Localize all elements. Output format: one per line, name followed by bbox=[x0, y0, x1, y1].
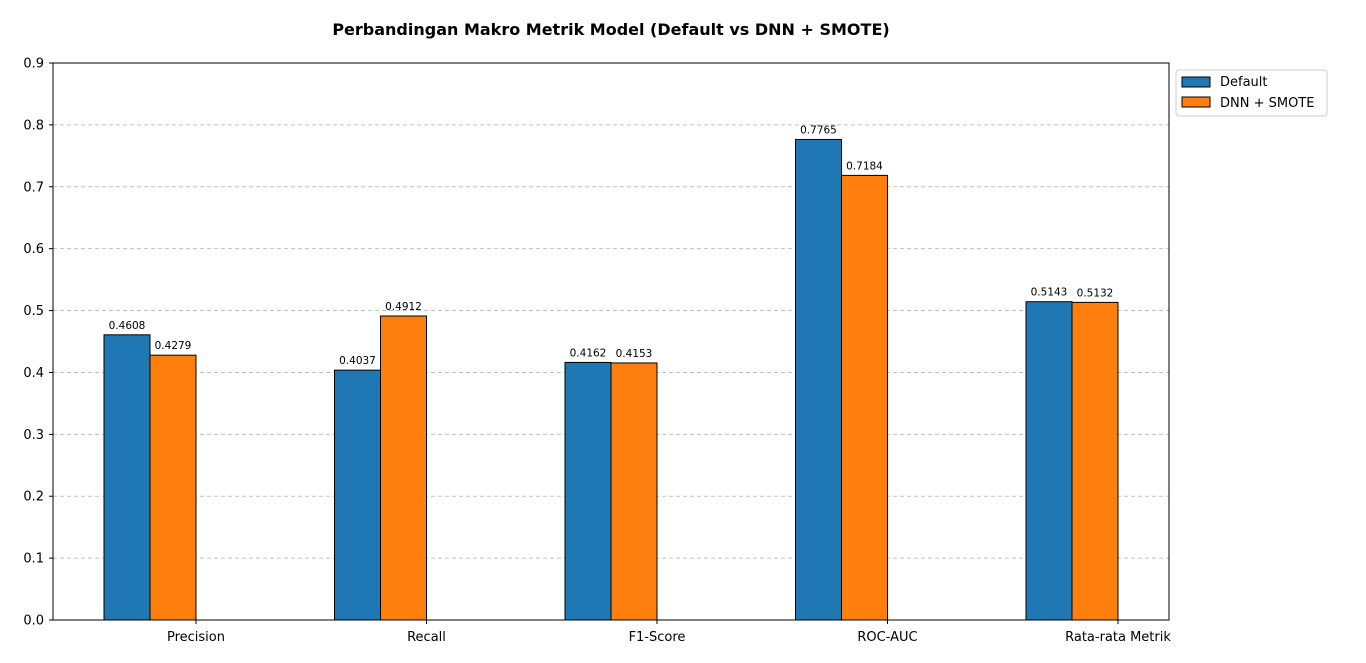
data-labels: 0.4608 0.4279 0.4037 0.4912 0.4162 0.4153 0.77… bbox=[109, 124, 1114, 367]
y-tick-label: 0.8 bbox=[23, 118, 44, 133]
x-tick-label: Precision bbox=[167, 630, 225, 645]
bar bbox=[564, 361, 612, 621]
bar bbox=[841, 174, 888, 621]
y-tick-label: 0.3 bbox=[23, 428, 44, 443]
x-tick-label: ROC-AUC bbox=[857, 630, 917, 645]
data-label: 0.4037 bbox=[339, 355, 376, 367]
y-tick-label: 0.4 bbox=[23, 366, 44, 381]
data-label: 0.4162 bbox=[570, 347, 607, 359]
x-tick-label: Recall bbox=[407, 630, 446, 645]
y-tick-label: 0.7 bbox=[23, 180, 44, 195]
bar bbox=[1025, 301, 1073, 621]
bar bbox=[1071, 301, 1119, 621]
legend: Default DNN + SMOTE bbox=[1175, 69, 1328, 117]
y-tick-label: 0.1 bbox=[23, 552, 44, 567]
plot-frame bbox=[52, 62, 1170, 621]
x-tick-label: Rata-rata Metrik bbox=[1065, 630, 1171, 645]
bar bbox=[380, 315, 427, 621]
y-tick-label: 0.6 bbox=[23, 242, 44, 257]
data-label: 0.4279 bbox=[155, 340, 192, 352]
data-label: 0.5132 bbox=[1077, 287, 1114, 299]
bar bbox=[334, 369, 381, 621]
bar bbox=[149, 354, 197, 621]
y-tick-label: 0.9 bbox=[23, 57, 44, 72]
data-label: 0.4153 bbox=[616, 348, 653, 360]
data-label: 0.7184 bbox=[846, 160, 883, 172]
legend-swatch-dnn-smote bbox=[1181, 96, 1211, 108]
data-label: 0.5143 bbox=[1031, 287, 1068, 299]
legend-box bbox=[1175, 69, 1328, 117]
y-axis: 0.0 0.1 0.2 0.3 0.4 0.5 0.6 0.7 0.8 0.9 bbox=[23, 57, 53, 629]
data-label: 0.4912 bbox=[385, 301, 422, 313]
chart-title: Perbandingan Makro Metrik Model (Default… bbox=[332, 20, 889, 39]
x-axis: Precision Recall F1-Score ROC-AUC Rata-rata … bbox=[167, 620, 1171, 645]
x-tick-label: F1-Score bbox=[629, 630, 686, 645]
grid-lines bbox=[53, 124, 1169, 559]
legend-label-default: Default bbox=[1220, 75, 1268, 90]
legend-label-dnn-smote: DNN + SMOTE bbox=[1220, 96, 1314, 111]
y-tick-label: 0.0 bbox=[23, 614, 44, 629]
bar bbox=[103, 334, 151, 621]
y-tick-label: 0.2 bbox=[23, 490, 44, 505]
data-label: 0.4608 bbox=[109, 320, 146, 332]
bar bbox=[610, 362, 658, 621]
legend-swatch-default bbox=[1181, 76, 1211, 88]
bar bbox=[795, 138, 842, 621]
y-tick-label: 0.5 bbox=[23, 304, 44, 319]
data-label: 0.7765 bbox=[800, 124, 837, 136]
bars bbox=[103, 138, 1119, 621]
